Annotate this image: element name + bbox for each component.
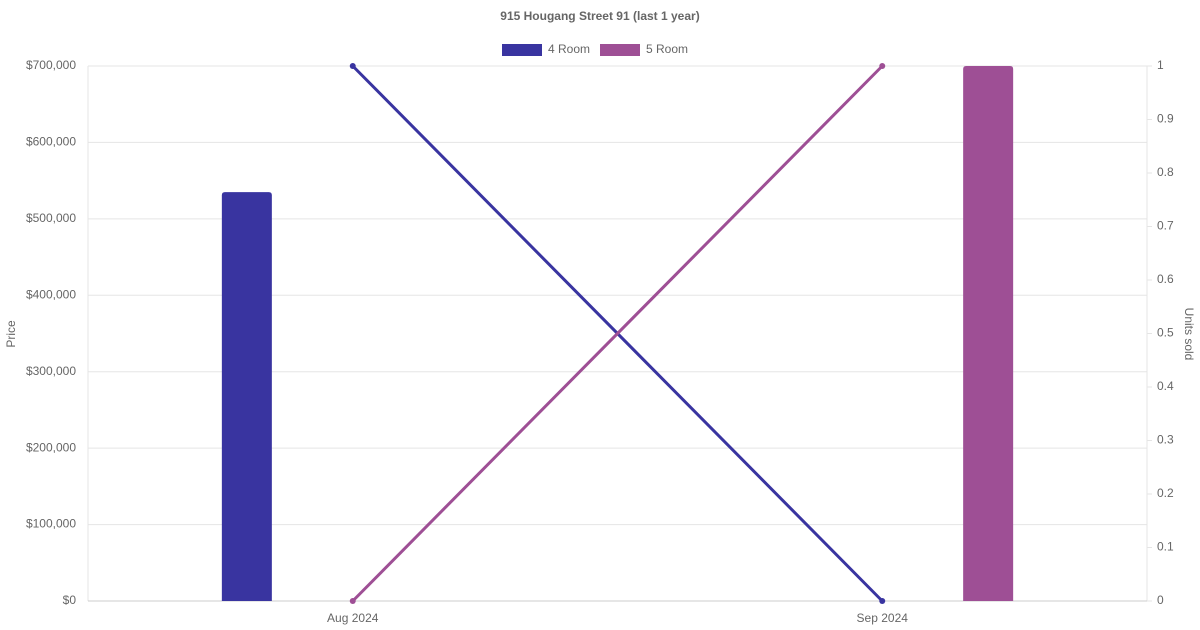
y2-tick-label: 0.8 (1157, 165, 1174, 179)
y-tick-label: $700,000 (26, 58, 76, 72)
line (351, 64, 884, 603)
y2-tick-label: 0.9 (1157, 112, 1174, 126)
chart-title: 915 Hougang Street 91 (last 1 year) (500, 9, 699, 23)
y2-tick-label: 0.5 (1157, 326, 1174, 340)
legend-label: 5 Room (646, 42, 688, 56)
y-tick-label: $200,000 (26, 440, 76, 454)
y2-tick-label: 0.1 (1157, 540, 1174, 554)
y-tick-label: $400,000 (26, 287, 76, 301)
point (879, 63, 886, 69)
y2-tick-label: 0.4 (1157, 379, 1174, 393)
y-tick-label: $0 (63, 593, 77, 607)
bar (963, 66, 1014, 601)
y2-tick-label: 1 (1157, 58, 1164, 72)
y2-axis-label: Units sold (1182, 308, 1196, 361)
legend-swatch (600, 44, 640, 56)
bar (221, 192, 272, 601)
x-tick-label: Aug 2024 (327, 611, 379, 625)
y-axis-label: Price (4, 320, 18, 348)
y-tick-label: $600,000 (26, 135, 76, 149)
point (349, 598, 356, 604)
legend-swatch (502, 44, 542, 56)
x-tick-label: Sep 2024 (857, 611, 909, 625)
y-tick-label: $300,000 (26, 364, 76, 378)
y2-tick-label: 0 (1157, 593, 1164, 607)
y2-tick-label: 0.7 (1157, 219, 1174, 233)
point (349, 63, 356, 69)
y2-tick-label: 0.3 (1157, 433, 1174, 447)
y-tick-label: $500,000 (26, 211, 76, 225)
legend-label: 4 Room (548, 42, 590, 56)
y2-tick-label: 0.2 (1157, 486, 1174, 500)
y2-tick-label: 0.6 (1157, 272, 1174, 286)
y-tick-label: $100,000 (26, 517, 76, 531)
point (879, 598, 886, 604)
